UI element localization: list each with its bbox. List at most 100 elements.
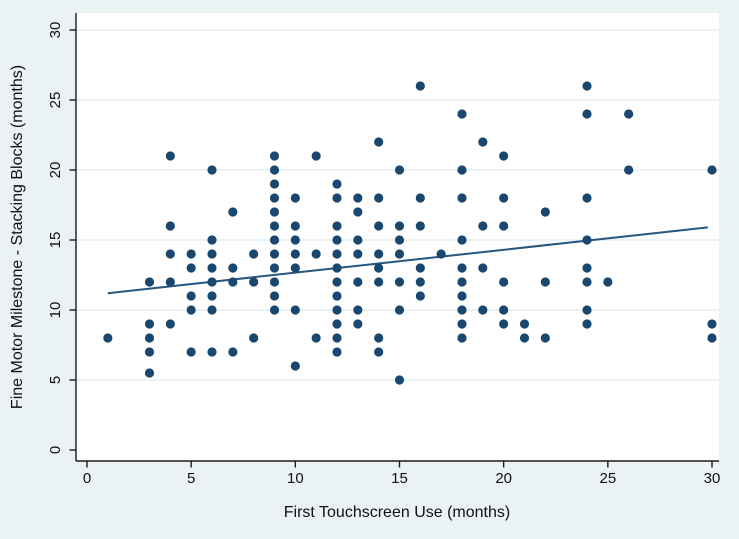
data-point (207, 263, 217, 273)
data-point (249, 277, 259, 287)
scatter-points (103, 81, 717, 385)
data-point (457, 291, 467, 301)
data-point (353, 193, 363, 203)
data-point (582, 263, 592, 273)
data-point (499, 221, 509, 231)
data-point (207, 291, 217, 301)
data-point (499, 277, 509, 287)
data-point (519, 319, 530, 329)
data-point (269, 193, 280, 203)
data-point (582, 235, 592, 245)
data-point (269, 263, 280, 273)
data-point (332, 193, 342, 203)
x-tick-label: 10 (287, 470, 304, 487)
y-tick-labels: 0 5 10 15 20 25 30 (47, 22, 64, 455)
data-point (374, 333, 384, 343)
data-point (394, 235, 405, 245)
y-tick-label: 0 (47, 446, 64, 454)
data-point (186, 291, 196, 301)
data-point (144, 319, 155, 329)
y-tick-label: 30 (47, 22, 64, 39)
data-point (478, 263, 488, 273)
data-point (207, 165, 217, 175)
data-point (269, 221, 280, 231)
data-point (144, 277, 155, 287)
data-point (582, 277, 592, 287)
data-point (499, 193, 509, 203)
y-axis-title: Fine Motor Milestone - Stacking Blocks (… (9, 65, 26, 409)
data-point (290, 221, 300, 231)
data-point (415, 193, 425, 203)
data-point (707, 319, 717, 329)
data-point (582, 305, 592, 315)
data-point (457, 109, 467, 119)
data-point (394, 249, 405, 259)
x-tick-label: 15 (391, 470, 408, 487)
data-point (165, 277, 175, 287)
data-point (186, 249, 196, 259)
data-point (290, 193, 300, 203)
data-point (332, 319, 342, 329)
axes (69, 13, 719, 468)
x-tick-label: 0 (83, 470, 91, 487)
data-point (332, 305, 342, 315)
y-tick-label: 25 (47, 92, 64, 109)
data-point (249, 249, 259, 259)
data-point (478, 305, 488, 315)
data-point (269, 277, 280, 287)
data-point (540, 277, 550, 287)
data-point (269, 305, 280, 315)
y-tick-label: 5 (47, 376, 64, 384)
data-point (499, 319, 509, 329)
data-point (207, 235, 217, 245)
data-point (207, 249, 217, 259)
data-point (228, 277, 238, 287)
data-point (165, 221, 175, 231)
data-point (332, 347, 342, 357)
data-point (374, 221, 384, 231)
data-point (582, 193, 592, 203)
data-point (228, 263, 238, 273)
data-point (353, 305, 363, 315)
data-point (436, 249, 446, 259)
data-point (144, 368, 155, 378)
data-point (624, 165, 634, 175)
data-point (186, 263, 196, 273)
data-point (374, 347, 384, 357)
data-point (269, 179, 280, 189)
data-point (353, 249, 363, 259)
data-point (374, 249, 384, 259)
data-point (332, 235, 342, 245)
data-point (332, 291, 342, 301)
data-point (269, 151, 280, 161)
data-point (144, 347, 155, 357)
data-point (499, 151, 509, 161)
data-point (290, 263, 300, 273)
data-point (332, 333, 342, 343)
data-point (457, 277, 467, 287)
data-point (290, 305, 300, 315)
data-point (353, 235, 363, 245)
data-point (415, 291, 425, 301)
data-point (332, 277, 342, 287)
data-point (415, 221, 425, 231)
data-point (269, 291, 280, 301)
data-point (165, 249, 175, 259)
data-point (269, 235, 280, 245)
data-point (290, 249, 300, 259)
data-point (394, 375, 405, 385)
data-point (457, 319, 467, 329)
data-point (415, 263, 425, 273)
x-tick-label: 30 (704, 470, 721, 487)
data-point (582, 319, 592, 329)
data-point (228, 207, 238, 217)
data-point (603, 277, 613, 287)
data-point (457, 235, 467, 245)
x-tick-label: 5 (187, 470, 195, 487)
data-point (186, 305, 196, 315)
data-point (519, 333, 530, 343)
x-tick-labels: 0 5 10 15 20 25 30 (83, 470, 721, 487)
data-point (374, 263, 384, 273)
